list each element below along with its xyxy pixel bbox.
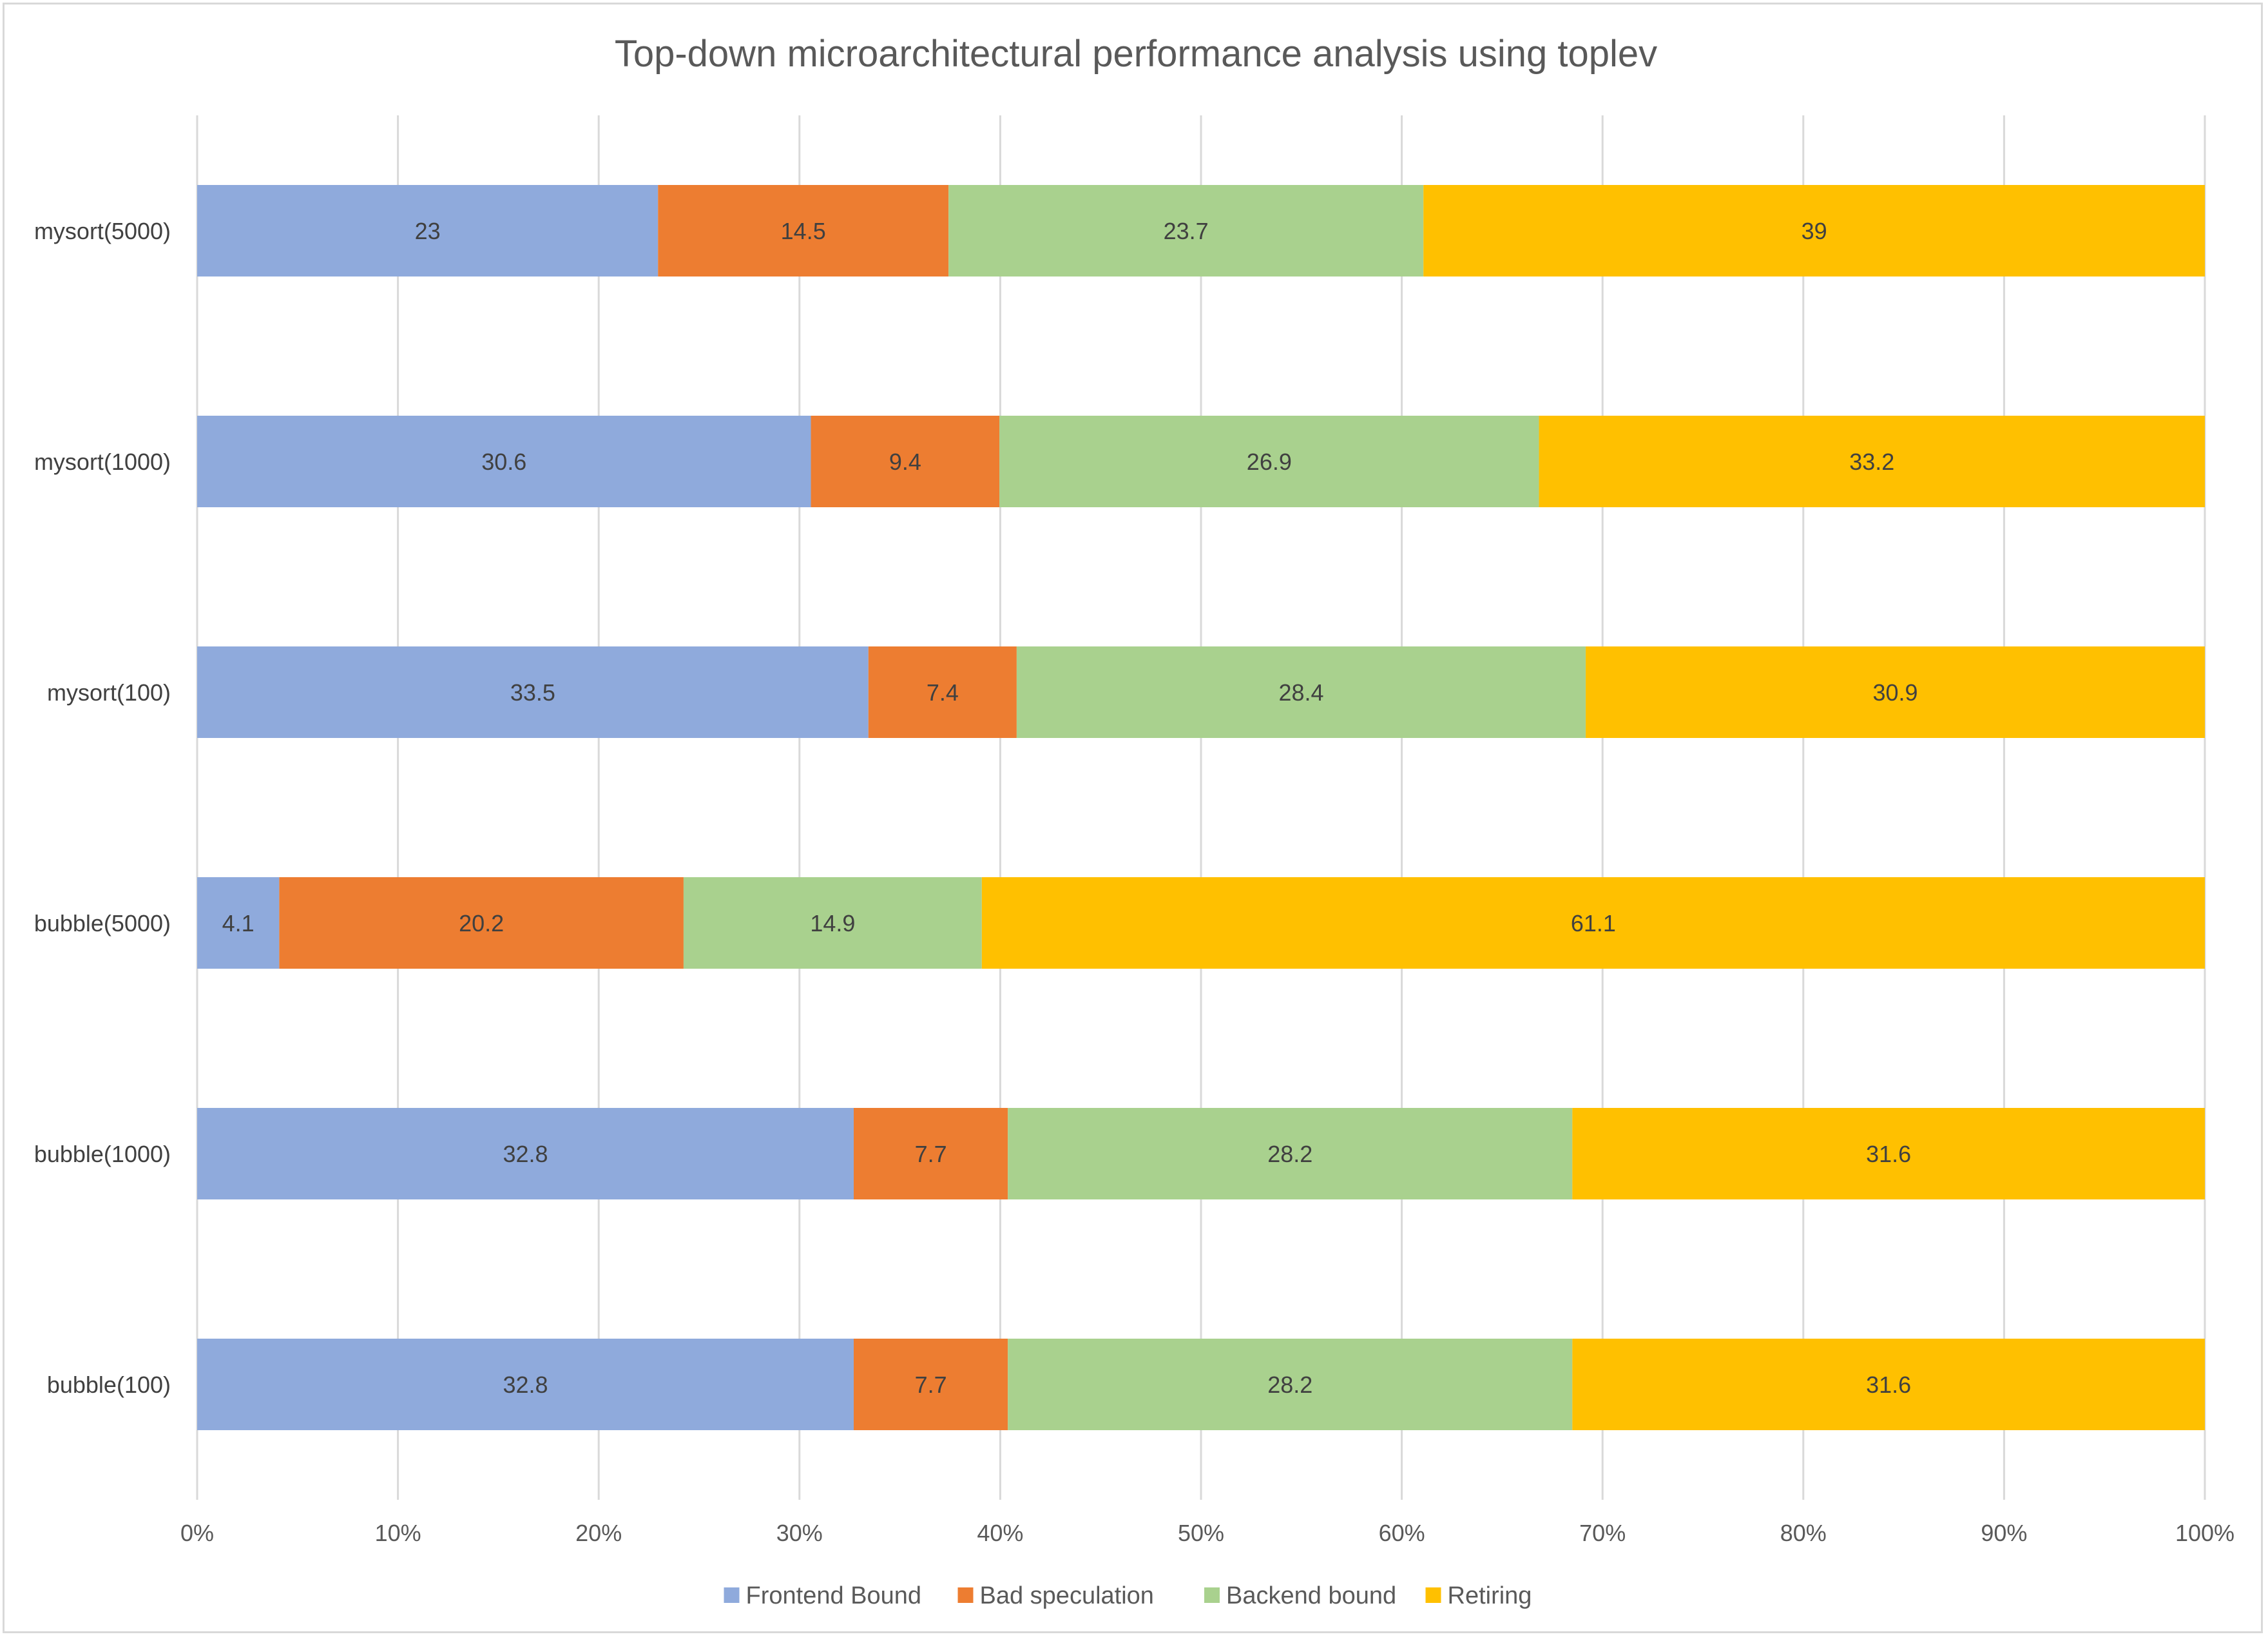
x-tick-label: 70% <box>1579 1520 1626 1546</box>
bar-segment <box>868 646 1017 738</box>
legend-label: Bad speculation <box>980 1582 1154 1609</box>
legend-label: Frontend Bound <box>746 1582 922 1609</box>
bar-segment <box>197 646 869 738</box>
chart-frame: Top-down microarchitectural performance … <box>3 3 2263 1633</box>
x-tick-label: 90% <box>1981 1520 2027 1546</box>
data-label: 7.7 <box>915 1372 947 1398</box>
data-label: 31.6 <box>1866 1141 1911 1167</box>
bar-segment <box>999 416 1539 507</box>
bar-segment <box>279 877 684 969</box>
grid-layer <box>196 115 2206 1500</box>
legend-label: Backend bound <box>1226 1582 1396 1609</box>
bar-segment <box>853 1339 1008 1430</box>
bar-segment <box>1572 1339 2205 1430</box>
category-label: mysort(1000) <box>34 449 171 475</box>
data-label: 26.9 <box>1247 449 1292 475</box>
bar-segment <box>1586 646 2205 738</box>
x-tick-label: 40% <box>977 1520 1023 1546</box>
bar-segment <box>683 877 982 969</box>
bar-segment <box>981 877 2205 969</box>
category-label: bubble(1000) <box>34 1141 171 1167</box>
data-label: 39 <box>1802 218 1827 244</box>
legend: Frontend Bound Bad speculation Backend bou… <box>724 1582 1532 1609</box>
bar-segment <box>1016 646 1586 738</box>
bar-segment <box>1008 1339 1573 1430</box>
bar-segment <box>197 1108 854 1199</box>
data-label: 33.2 <box>1849 449 1894 475</box>
data-label: 7.4 <box>927 679 959 706</box>
x-tick-label: 50% <box>1178 1520 1224 1546</box>
x-tick-label: 60% <box>1379 1520 1425 1546</box>
category-label: mysort(100) <box>47 679 171 706</box>
bar-segment <box>197 185 658 276</box>
data-label: 30.9 <box>1872 679 1917 706</box>
bar-segment <box>1572 1108 2205 1199</box>
bar-segment <box>197 1339 854 1430</box>
data-label: 33.5 <box>510 679 555 706</box>
x-tick-label: 0% <box>180 1520 214 1546</box>
chart-title: Top-down microarchitectural performance … <box>615 33 1657 75</box>
data-label: 14.5 <box>781 218 826 244</box>
bar-segment <box>1423 185 2205 276</box>
legend-swatch <box>957 1587 974 1603</box>
data-label: 28.2 <box>1267 1372 1312 1398</box>
x-tick-label: 20% <box>575 1520 622 1546</box>
data-label: 7.7 <box>915 1141 947 1167</box>
legend-label: Retiring <box>1448 1582 1532 1609</box>
x-tick-label: 80% <box>1780 1520 1827 1546</box>
bar-segment <box>811 416 1000 507</box>
legend-swatch <box>1204 1587 1220 1603</box>
x-tick-label: 100% <box>2175 1520 2234 1546</box>
category-label: bubble(100) <box>47 1372 171 1398</box>
data-label: 9.4 <box>889 449 921 475</box>
bar-segment <box>1008 1108 1573 1199</box>
category-label: bubble(5000) <box>34 910 171 936</box>
bar-segment <box>1539 416 2205 507</box>
data-label: 4.1 <box>222 910 255 936</box>
data-label: 14.9 <box>810 910 855 936</box>
x-tick-label: 30% <box>776 1520 823 1546</box>
legend-swatch <box>724 1587 740 1603</box>
category-axis: bubble(100) bubble(1000) bubble(5000) mysor… <box>34 218 171 1398</box>
data-label: 20.2 <box>459 910 504 936</box>
data-label: 61.1 <box>1571 910 1616 936</box>
data-label: 32.8 <box>503 1141 548 1167</box>
bar-segment <box>197 877 280 969</box>
value-axis: 0% 10% 20% 30% 40% 50% 60% 70% 80% 90% 100% <box>180 1520 2234 1546</box>
bars-layer: 32.8 7.7 28.2 31.6 32.8 7.7 28.2 31.6 4.1 20.2 14.… <box>197 185 2205 1430</box>
bar-segment <box>853 1108 1008 1199</box>
data-label: 28.2 <box>1267 1141 1312 1167</box>
category-label: mysort(5000) <box>34 218 171 244</box>
data-label: 23.7 <box>1164 218 1209 244</box>
bar-segment <box>658 185 949 276</box>
chart-svg: Top-down microarchitectural performance … <box>34 33 2234 1609</box>
data-label: 31.6 <box>1866 1372 1911 1398</box>
data-label: 30.6 <box>481 449 526 475</box>
legend-swatch <box>1425 1587 1441 1603</box>
data-label: 32.8 <box>503 1372 548 1398</box>
x-tick-label: 10% <box>375 1520 421 1546</box>
bar-segment <box>197 416 811 507</box>
bar-segment <box>948 185 1424 276</box>
data-label: 23 <box>415 218 441 244</box>
data-label: 28.4 <box>1278 679 1323 706</box>
